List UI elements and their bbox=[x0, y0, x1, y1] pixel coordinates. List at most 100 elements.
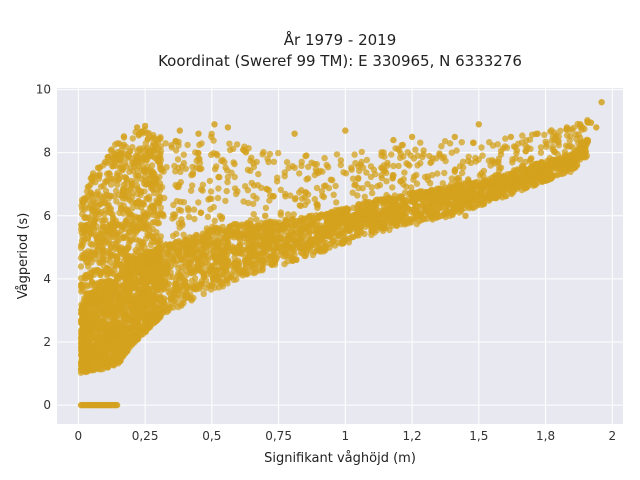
data-point bbox=[449, 184, 456, 191]
data-point bbox=[358, 148, 365, 156]
data-point bbox=[185, 259, 193, 266]
data-point bbox=[329, 176, 336, 184]
data-point bbox=[319, 192, 326, 200]
data-point bbox=[174, 156, 182, 163]
data-point bbox=[79, 365, 86, 372]
data-point bbox=[118, 205, 125, 212]
data-point bbox=[90, 366, 98, 373]
data-point bbox=[435, 205, 442, 213]
data-point bbox=[401, 210, 408, 218]
data-point bbox=[298, 195, 306, 202]
data-point bbox=[289, 256, 297, 263]
data-point bbox=[557, 127, 564, 134]
data-point bbox=[448, 149, 455, 156]
data-point bbox=[216, 173, 223, 181]
data-point bbox=[325, 184, 333, 192]
data-point bbox=[383, 178, 390, 185]
data-point bbox=[339, 238, 346, 245]
data-point bbox=[128, 181, 135, 188]
data-point bbox=[126, 335, 134, 342]
data-point bbox=[132, 251, 139, 258]
data-point bbox=[349, 217, 357, 224]
data-point bbox=[79, 324, 87, 332]
data-point bbox=[429, 171, 436, 179]
data-point bbox=[214, 152, 221, 159]
data-point bbox=[581, 143, 588, 150]
data-point bbox=[267, 192, 274, 199]
data-point bbox=[253, 195, 260, 202]
data-point bbox=[128, 159, 136, 166]
data-point bbox=[116, 270, 124, 278]
data-point bbox=[497, 151, 505, 158]
data-point bbox=[189, 243, 197, 251]
data-point bbox=[123, 155, 130, 162]
data-point bbox=[139, 157, 146, 164]
data-point bbox=[410, 176, 417, 183]
data-point bbox=[157, 278, 164, 286]
data-point bbox=[134, 326, 141, 333]
data-point bbox=[150, 205, 157, 212]
data-point bbox=[102, 312, 110, 319]
data-point bbox=[151, 174, 158, 181]
data-point bbox=[366, 219, 373, 227]
data-point bbox=[330, 191, 337, 198]
data-point bbox=[554, 151, 561, 158]
data-point bbox=[165, 259, 172, 266]
data-point bbox=[456, 182, 463, 189]
data-point bbox=[218, 281, 226, 288]
data-point bbox=[96, 301, 103, 308]
data-point bbox=[224, 167, 231, 174]
data-point bbox=[144, 179, 152, 186]
data-point bbox=[354, 192, 361, 199]
data-point bbox=[277, 222, 284, 229]
data-point bbox=[97, 230, 104, 237]
data-point bbox=[150, 297, 157, 305]
data-point bbox=[554, 172, 561, 179]
data-point bbox=[358, 207, 365, 214]
data-point bbox=[132, 260, 139, 267]
data-point bbox=[215, 240, 223, 247]
chart-title-line-2: Koordinat (Sweref 99 TM): E 330965, N 63… bbox=[158, 52, 522, 70]
data-point bbox=[210, 203, 217, 211]
data-point bbox=[323, 211, 330, 218]
data-point bbox=[337, 161, 344, 169]
data-point bbox=[145, 256, 152, 263]
data-point bbox=[108, 252, 115, 259]
data-point bbox=[551, 137, 558, 144]
data-point bbox=[537, 149, 545, 156]
data-point bbox=[318, 188, 326, 195]
data-point bbox=[258, 263, 265, 270]
data-point bbox=[281, 173, 288, 180]
data-point bbox=[417, 160, 424, 167]
data-point bbox=[439, 180, 446, 187]
data-point bbox=[337, 157, 345, 164]
data-point bbox=[78, 331, 86, 338]
data-point bbox=[162, 140, 169, 147]
data-point bbox=[120, 320, 128, 327]
data-point bbox=[494, 158, 501, 165]
data-point bbox=[171, 300, 179, 307]
data-point bbox=[471, 190, 478, 197]
data-point bbox=[355, 175, 362, 182]
data-point bbox=[168, 294, 175, 301]
data-point bbox=[210, 271, 217, 278]
data-point bbox=[128, 308, 136, 315]
data-point bbox=[513, 150, 520, 157]
data-point bbox=[252, 238, 260, 245]
data-point bbox=[333, 230, 340, 237]
data-point bbox=[519, 132, 526, 139]
data-point bbox=[104, 355, 111, 363]
data-point bbox=[486, 139, 493, 146]
data-point bbox=[413, 202, 421, 210]
data-point bbox=[175, 238, 183, 245]
data-point bbox=[548, 127, 555, 134]
data-point bbox=[349, 212, 356, 219]
data-point bbox=[208, 130, 215, 137]
data-point bbox=[127, 147, 134, 155]
data-point bbox=[124, 253, 132, 261]
data-point bbox=[465, 153, 472, 160]
data-point bbox=[116, 262, 124, 269]
data-point bbox=[108, 146, 115, 153]
data-point bbox=[576, 145, 583, 152]
data-point bbox=[184, 205, 192, 212]
